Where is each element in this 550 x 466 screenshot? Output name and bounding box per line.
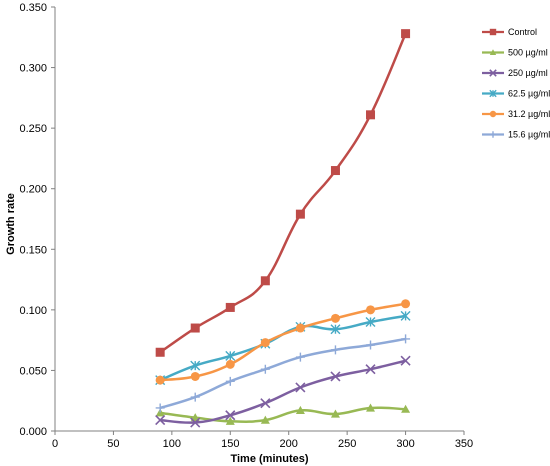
legend-item: 15.6 µg/ml — [482, 130, 550, 140]
data-point — [401, 404, 411, 413]
y-ticks: 0.000 0.050 0.100 0.150 0.200 0.250 0.300 0.350 — [19, 2, 55, 438]
legend-label: 62.5 µg/ml — [508, 89, 550, 99]
data-point — [330, 324, 341, 335]
data-point — [365, 364, 376, 375]
x-tick-label: 0 — [52, 438, 58, 450]
data-point — [366, 340, 376, 350]
data-point — [330, 409, 340, 418]
x-axis-title: Time (minutes) — [230, 453, 308, 465]
data-point — [225, 350, 236, 361]
data-point — [295, 352, 305, 362]
data-point — [155, 403, 165, 413]
x-tick-label: 300 — [396, 438, 414, 450]
data-point — [330, 313, 340, 323]
legend-marker — [489, 69, 497, 77]
data-point — [366, 305, 376, 315]
data-point — [155, 415, 166, 426]
data-point — [366, 110, 376, 120]
data-point — [401, 29, 411, 39]
x-tick-label: 200 — [280, 438, 298, 450]
x-tick-label: 50 — [107, 438, 119, 450]
legend-marker — [489, 89, 497, 98]
y-tick-label: 0.300 — [19, 63, 47, 75]
data-point — [260, 398, 271, 409]
data-point — [260, 415, 270, 424]
series-line — [160, 359, 406, 424]
legend-label: 500 µg/ml — [508, 48, 548, 58]
data-point — [225, 410, 236, 421]
legend-marker — [489, 49, 497, 56]
data-point — [295, 209, 305, 219]
series-layer — [155, 29, 411, 428]
data-point — [295, 382, 306, 393]
data-point — [155, 347, 165, 357]
y-tick-label: 0.200 — [19, 184, 47, 196]
y-tick-label: 0.000 — [19, 426, 47, 438]
x-tick-label: 350 — [455, 438, 473, 450]
data-point — [190, 371, 200, 381]
axes — [54, 7, 464, 432]
data-point — [365, 316, 376, 327]
data-point — [330, 345, 340, 355]
legend-item: 250 µg/ml — [482, 68, 548, 78]
data-point — [295, 323, 305, 333]
data-point — [330, 166, 340, 176]
data-point — [225, 359, 235, 369]
data-point — [260, 364, 270, 374]
legend-label: Control — [508, 27, 537, 37]
legend-label: 15.6 µg/ml — [508, 130, 550, 140]
y-axis-title: Growth rate — [5, 193, 17, 255]
y-tick-label: 0.350 — [19, 2, 47, 14]
data-point — [155, 375, 165, 385]
data-point — [190, 417, 201, 428]
legend-item: 62.5 µg/ml — [482, 89, 550, 99]
series-250-g-ml — [155, 355, 411, 428]
legend: Control 500 µg/ml 250 µg/ml 62.5 µg/ml 31.2 … — [482, 27, 550, 140]
x-ticks: 0 50 100 150 200 250 300 350 — [52, 431, 473, 450]
data-point — [295, 405, 305, 415]
legend-marker — [489, 28, 497, 36]
data-point — [190, 323, 200, 333]
data-point — [260, 338, 270, 348]
y-tick-label: 0.150 — [19, 244, 47, 256]
legend-marker — [489, 110, 497, 118]
data-point — [225, 416, 235, 425]
legend-marker — [489, 131, 497, 138]
y-tick-label: 0.250 — [19, 123, 47, 135]
data-point — [366, 403, 376, 412]
data-point — [190, 360, 201, 371]
series-31-2-g-ml — [155, 299, 411, 385]
data-point — [401, 334, 411, 344]
legend-item: 500 µg/ml — [482, 48, 548, 58]
x-tick-label: 250 — [338, 438, 356, 450]
x-tick-label: 150 — [221, 438, 239, 450]
data-point — [330, 371, 341, 382]
series-15-6-g-ml — [155, 334, 411, 413]
legend-label: 31.2 µg/ml — [508, 109, 550, 119]
data-point — [400, 355, 411, 366]
x-tick-label: 100 — [163, 438, 181, 450]
data-point — [400, 310, 411, 321]
data-point — [401, 299, 411, 309]
y-tick-label: 0.050 — [19, 365, 47, 377]
data-point — [225, 302, 235, 312]
y-tick-label: 0.100 — [19, 305, 47, 317]
data-point — [225, 376, 235, 386]
data-point — [190, 392, 200, 402]
data-point — [260, 276, 270, 286]
series-line — [159, 33, 407, 354]
legend-item: Control — [482, 27, 537, 37]
legend-label: 250 µg/ml — [508, 68, 548, 78]
legend-item: 31.2 µg/ml — [482, 109, 550, 119]
series-control — [155, 29, 411, 357]
